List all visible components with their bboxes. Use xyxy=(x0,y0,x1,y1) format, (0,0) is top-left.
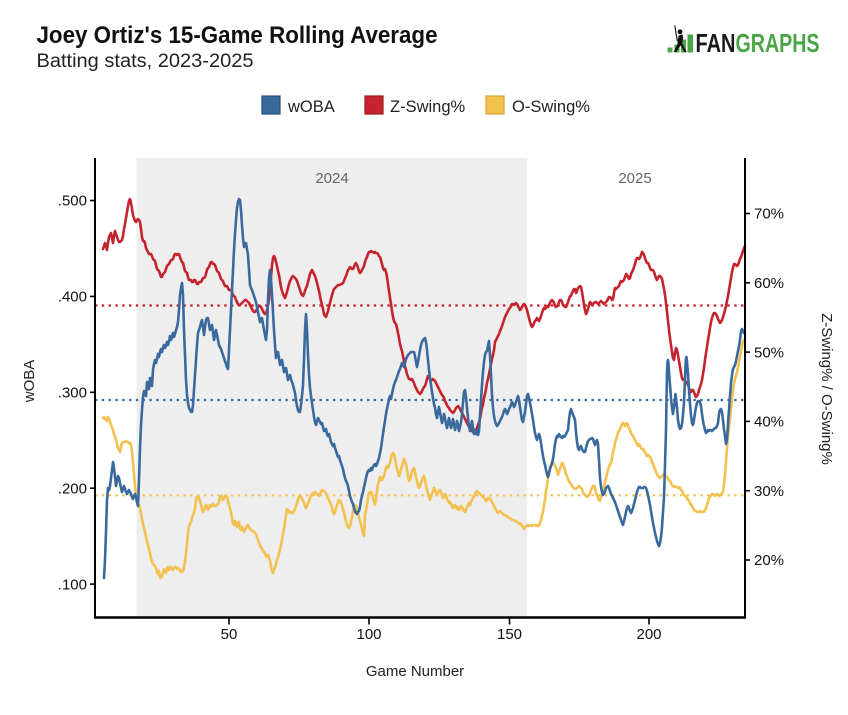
svg-text:.400: .400 xyxy=(58,289,87,306)
svg-text:Joey Ortiz's 15-Game Rolling A: Joey Ortiz's 15-Game Rolling Average xyxy=(37,22,438,49)
svg-text:Z-Swing% / O-Swing%: Z-Swing% / O-Swing% xyxy=(818,313,835,465)
svg-text:40%: 40% xyxy=(754,414,784,431)
svg-text:wOBA: wOBA xyxy=(287,98,335,116)
svg-text:.200: .200 xyxy=(58,480,87,497)
svg-text:150: 150 xyxy=(497,626,522,643)
svg-text:50: 50 xyxy=(221,626,238,643)
svg-text:GRAPHS: GRAPHS xyxy=(736,30,820,58)
svg-text:.500: .500 xyxy=(58,193,87,210)
svg-text:30%: 30% xyxy=(754,483,784,500)
svg-text:200: 200 xyxy=(636,626,661,643)
svg-text:70%: 70% xyxy=(754,206,784,223)
svg-text:FAN: FAN xyxy=(696,30,736,58)
svg-text:20%: 20% xyxy=(754,552,784,569)
svg-text:2025: 2025 xyxy=(618,170,651,187)
svg-text:O-Swing%: O-Swing% xyxy=(512,98,590,116)
svg-text:wOBA: wOBA xyxy=(21,360,38,404)
svg-text:2024: 2024 xyxy=(315,170,348,187)
svg-text:Game Number: Game Number xyxy=(366,663,464,680)
svg-text:100: 100 xyxy=(356,626,381,643)
svg-text:.300: .300 xyxy=(58,385,87,402)
svg-text:50%: 50% xyxy=(754,344,784,361)
svg-text:60%: 60% xyxy=(754,275,784,292)
svg-text:Batting stats, 2023-2025: Batting stats, 2023-2025 xyxy=(37,51,254,72)
svg-text:Z-Swing%: Z-Swing% xyxy=(390,98,466,116)
svg-text:.100: .100 xyxy=(58,576,87,593)
